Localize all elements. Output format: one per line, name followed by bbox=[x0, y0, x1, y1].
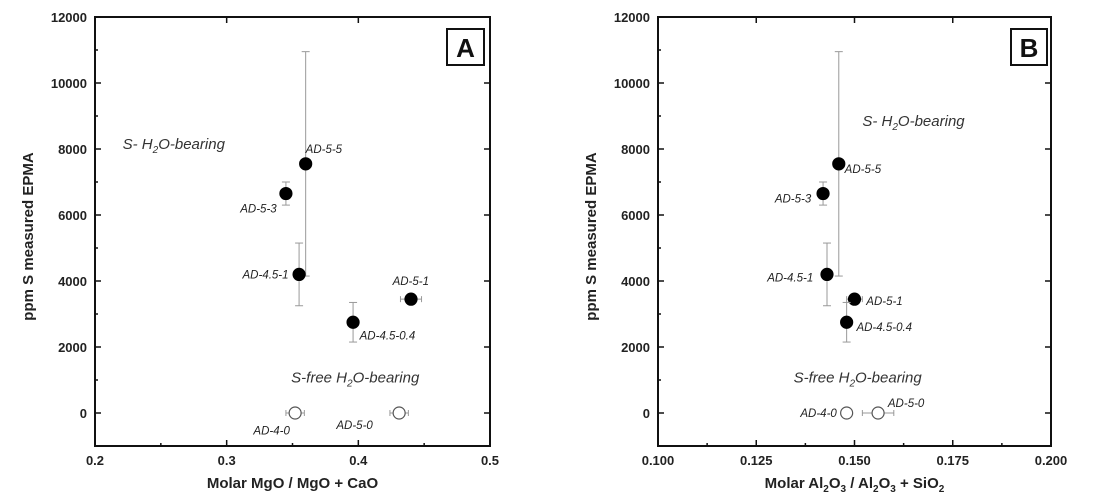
panel-label: B bbox=[1020, 33, 1039, 63]
label-part: S- H bbox=[123, 136, 153, 153]
data-point bbox=[840, 406, 854, 420]
data-point bbox=[288, 406, 302, 420]
label-part: / Al bbox=[846, 475, 873, 492]
y-tick-label: 2000 bbox=[621, 340, 650, 355]
subscript: 2 bbox=[891, 122, 898, 133]
data-point bbox=[299, 157, 313, 171]
y-tick-label: 12000 bbox=[51, 10, 87, 25]
point-label: AD-5-1 bbox=[392, 276, 429, 288]
data-point bbox=[816, 186, 830, 201]
point-label: AD-4-0 bbox=[252, 425, 290, 437]
y-tick-label: 0 bbox=[643, 406, 650, 421]
data-point bbox=[292, 267, 306, 281]
x-tick-label: 0.175 bbox=[936, 453, 969, 468]
series-s-free: S-free H2O-bearing AD-4-0 AD-5-0 bbox=[794, 370, 925, 420]
point-label: AD-4.5-0.4 bbox=[359, 330, 416, 342]
series-label: S-free H2O-bearing bbox=[291, 370, 420, 390]
label-part: O bbox=[879, 475, 891, 492]
subscript: 2 bbox=[346, 379, 353, 390]
y-tick-label: 4000 bbox=[621, 274, 650, 289]
data-point bbox=[847, 292, 862, 306]
x-axis-title: Molar MgO / MgO + CaO bbox=[207, 475, 379, 492]
y-tick-label: 8000 bbox=[621, 142, 650, 157]
subscript: 3 bbox=[890, 484, 896, 495]
chart-panel-a: 0 2000 4000 6000 8000 10000 12000 0.2 0.3 0.4 0.5 p… bbox=[20, 10, 499, 492]
series-s-bearing: S- H2O-bearing AD-5-5 AD-5-3 AD-4.5-1 AD-5-1… bbox=[766, 51, 965, 343]
series-label: S- H2O-bearing bbox=[862, 113, 965, 133]
series-s-bearing: S- H2O-bearing AD-5-5 AD-5-3 AD-4.5-1 AD-5-1… bbox=[123, 51, 429, 343]
data-point bbox=[840, 315, 854, 329]
label-part: O-bearing bbox=[855, 370, 922, 387]
series-s-free: S-free H2O-bearing AD-4-0 AD-5-0 bbox=[252, 370, 420, 438]
data-point bbox=[820, 267, 834, 281]
y-tick-label: 0 bbox=[80, 406, 87, 421]
chart-panel-b: 0 2000 4000 6000 8000 10000 12000 0.100 0.125 0.1… bbox=[583, 10, 1067, 495]
subscript: 2 bbox=[848, 379, 855, 390]
y-tick-label: 8000 bbox=[58, 142, 87, 157]
x-tick-label: 0.125 bbox=[740, 453, 773, 468]
y-tick-label: 10000 bbox=[51, 76, 87, 91]
data-point bbox=[404, 292, 418, 306]
subscript: 2 bbox=[873, 484, 879, 495]
panel-label-box bbox=[446, 28, 485, 66]
label-part: O bbox=[829, 475, 841, 492]
point-label: AD-5-0 bbox=[887, 398, 925, 410]
data-point bbox=[346, 315, 360, 329]
y-tick-label: 12000 bbox=[614, 10, 650, 25]
subscript: 2 bbox=[823, 484, 829, 495]
x-tick-label: 0.150 bbox=[838, 453, 871, 468]
point-label: AD-5-1 bbox=[865, 296, 902, 308]
point-label: AD-4.5-1 bbox=[242, 269, 289, 281]
subscript: 2 bbox=[152, 145, 159, 156]
data-point bbox=[279, 186, 293, 201]
label-part: S-free H bbox=[794, 370, 850, 387]
label-part: Molar Al bbox=[765, 475, 824, 492]
y-tick-label: 6000 bbox=[621, 208, 650, 223]
y-axis-title: ppm S measured EPMA bbox=[20, 152, 37, 321]
label-part: S-free H bbox=[291, 370, 347, 387]
point-label: AD-5-3 bbox=[239, 203, 277, 215]
point-label: AD-4.5-0.4 bbox=[855, 322, 912, 334]
x-tick-label: 0.4 bbox=[349, 453, 368, 468]
subscript: 2 bbox=[939, 484, 945, 495]
y-tick-label: 6000 bbox=[58, 208, 87, 223]
y-tick-label: 4000 bbox=[58, 274, 87, 289]
data-point bbox=[392, 406, 406, 420]
x-axis-title: Molar Al2O3 / Al2O3 + SiO2 bbox=[765, 475, 945, 495]
y-tick-label: 10000 bbox=[614, 76, 650, 91]
point-label: AD-4-0 bbox=[799, 408, 837, 420]
panel-label: A bbox=[456, 33, 475, 63]
data-point bbox=[871, 406, 885, 420]
x-tick-label: 0.200 bbox=[1035, 453, 1068, 468]
label-part: O-bearing bbox=[158, 136, 225, 153]
x-tick-label: 0.3 bbox=[218, 453, 236, 468]
panel-label-box bbox=[1010, 28, 1048, 66]
point-label: AD-5-0 bbox=[335, 420, 373, 432]
label-part: O-bearing bbox=[353, 370, 420, 387]
subscript: 3 bbox=[841, 484, 847, 495]
y-tick-label: 2000 bbox=[58, 340, 87, 355]
label-part: O-bearing bbox=[898, 113, 965, 130]
label-part: + SiO bbox=[896, 475, 939, 492]
point-label: AD-5-3 bbox=[774, 194, 812, 206]
x-tick-label: 0.5 bbox=[481, 453, 499, 468]
point-label: AD-5-5 bbox=[305, 144, 343, 156]
label-part: S- H bbox=[862, 113, 892, 130]
data-point bbox=[832, 157, 846, 171]
point-label: AD-4.5-1 bbox=[766, 273, 813, 285]
series-label: S-free H2O-bearing bbox=[794, 370, 923, 390]
x-tick-label: 0.2 bbox=[86, 453, 104, 468]
series-label: S- H2O-bearing bbox=[123, 136, 226, 156]
x-tick-label: 0.100 bbox=[642, 453, 675, 468]
y-axis-title: ppm S measured EPMA bbox=[583, 152, 600, 321]
point-label: AD-5-5 bbox=[844, 164, 882, 176]
